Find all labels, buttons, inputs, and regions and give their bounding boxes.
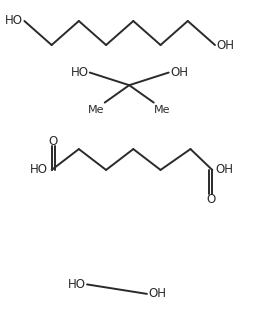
Text: OH: OH (170, 66, 188, 79)
Text: HO: HO (5, 14, 23, 27)
Text: Me: Me (154, 105, 170, 115)
Text: HO: HO (30, 163, 48, 176)
Text: Me: Me (88, 105, 105, 115)
Text: O: O (206, 193, 215, 206)
Text: HO: HO (68, 278, 86, 291)
Text: OH: OH (216, 163, 234, 176)
Text: HO: HO (70, 66, 88, 79)
Text: OH: OH (216, 39, 234, 52)
Text: OH: OH (148, 287, 166, 300)
Text: O: O (49, 135, 58, 148)
